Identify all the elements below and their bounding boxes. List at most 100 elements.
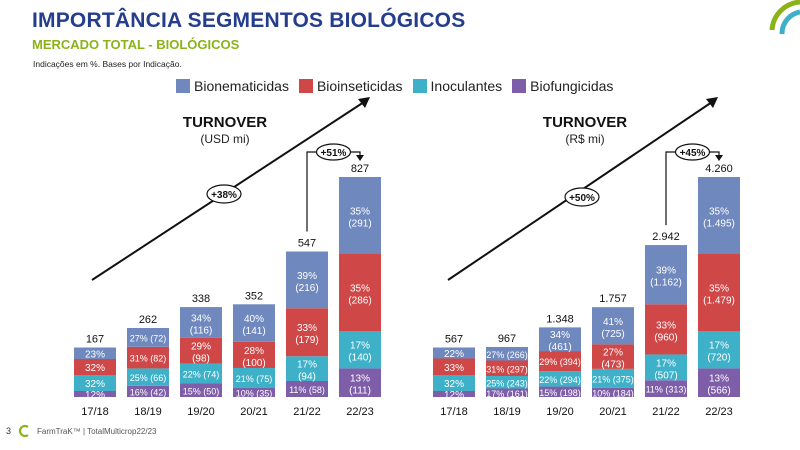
segment-value-label: (473) [601, 360, 624, 371]
segment-value-label: (179) [295, 335, 318, 346]
bar-segment [180, 307, 222, 338]
bar-segment [645, 380, 687, 397]
bar-segment [698, 254, 740, 331]
segment-pct-label: 39% [297, 271, 317, 282]
bar-segment [74, 391, 116, 397]
segment-pct-label: 13% [350, 374, 370, 385]
bar-total-label: 1.348 [546, 313, 574, 325]
bar-segment [486, 347, 528, 361]
bar-segment [339, 331, 381, 369]
page-title: IMPORTÂNCIA SEGMENTOS BIOLÓGICOS [32, 9, 466, 32]
chart-unit-label: (R$ mi) [565, 132, 604, 146]
segment-pct-label: 22% (74) [183, 370, 220, 380]
segment-value-label: (725) [601, 329, 624, 340]
segment-pct-label: 22% (294) [539, 375, 581, 385]
x-tick-label: 22/23 [705, 406, 733, 418]
segment-pct-label: 33% [656, 320, 676, 331]
segment-pct-label: 25% (243) [486, 378, 528, 388]
bar-segment [180, 383, 222, 397]
x-tick-label: 20/21 [240, 406, 268, 418]
bar-segment [486, 376, 528, 389]
legend-label: Biofungicidas [530, 78, 614, 94]
segment-pct-label: 41% [603, 317, 623, 328]
bar-segment [286, 380, 328, 397]
segment-value-label: (111) [349, 386, 371, 397]
bar-segment [592, 368, 634, 388]
corner-logo-icon [769, 0, 800, 35]
footer-brand: FarmTraK™ | TotalMulticrop22/23 [37, 426, 157, 436]
segment-pct-label: 27% (72) [130, 333, 167, 343]
bar-segment [698, 331, 740, 369]
segment-pct-label: 13% [709, 374, 729, 385]
bar-segment [233, 341, 275, 368]
bar-segment [645, 354, 687, 381]
bar-segment [339, 254, 381, 331]
x-tick-label: 17/18 [81, 406, 109, 418]
bracket-label: +45% [680, 148, 706, 159]
bar-total-label: 2.942 [652, 231, 680, 243]
bracket-oval [674, 143, 711, 161]
growth-label: +50% [569, 193, 595, 204]
segment-pct-label: 12% [85, 390, 105, 401]
bar-segment [486, 360, 528, 376]
footer-logo-icon [18, 424, 29, 438]
segment-pct-label: 17% [297, 360, 317, 371]
segment-value-label: (141) [242, 326, 265, 337]
bar-segment [433, 375, 475, 391]
legend-swatch [298, 79, 313, 93]
segment-pct-label: 16% (42) [130, 387, 167, 397]
legend-swatch [412, 79, 427, 93]
segment-value-label: (960) [654, 332, 677, 343]
segment-value-label: (566) [707, 386, 730, 397]
segment-value-label: (116) [190, 325, 213, 336]
bar-total-label: 1.757 [599, 293, 627, 305]
segment-value-label: (140) [348, 353, 371, 364]
x-tick-label: 21/22 [293, 406, 321, 418]
segment-pct-label: 10% (184) [592, 388, 634, 398]
bar-segment [233, 304, 275, 342]
bar-segment [233, 367, 275, 388]
bar-total-label: 352 [245, 290, 263, 302]
bar-segment [127, 385, 169, 397]
legend-item-bionematicidas: Bionematicidas [176, 78, 289, 94]
bar-segment [180, 363, 222, 384]
legend-label: Bionematicidas [194, 78, 289, 94]
bracket-oval [315, 143, 352, 161]
bar-total-label: 4.260 [705, 163, 733, 175]
segment-pct-label: 35% [709, 207, 729, 218]
segment-value-label: (98) [192, 354, 210, 365]
segment-pct-label: 35% [709, 284, 729, 295]
bracket-label: +51% [321, 148, 347, 159]
segment-pct-label: 27% [603, 348, 623, 359]
segment-pct-label: 33% [297, 323, 317, 334]
segment-pct-label: 40% [244, 314, 264, 325]
bar-segment [433, 358, 475, 375]
segment-pct-label: 17% [709, 341, 729, 352]
bar-total-label: 547 [298, 237, 316, 249]
page-number: 3 [6, 426, 12, 436]
segment-pct-label: 17% [350, 341, 370, 352]
segment-pct-label: 17% [656, 358, 676, 369]
bar-segment [74, 347, 116, 359]
segment-value-label: (94) [298, 372, 316, 383]
growth-arrow-head [358, 97, 370, 108]
segment-pct-label: 35% [350, 207, 370, 218]
bar-segment [286, 356, 328, 381]
bar-segment [486, 388, 528, 397]
segment-pct-label: 33% [444, 363, 464, 374]
segment-pct-label: 34% [550, 330, 570, 341]
legend-label: Bioinseticidas [316, 78, 403, 94]
segment-pct-label: 25% (66) [130, 373, 167, 383]
segment-value-label: (1.162) [650, 278, 682, 289]
bar-segment [286, 251, 328, 309]
segment-pct-label: 31% (297) [486, 364, 528, 374]
segment-pct-label: 32% [85, 363, 105, 374]
bar-segment [592, 387, 634, 397]
base-note: Indicações em %. Bases por Indicação. [33, 59, 182, 69]
bar-segment [127, 346, 169, 369]
segment-pct-label: 35% [350, 284, 370, 295]
segment-pct-label: 32% [444, 379, 464, 390]
segment-pct-label: 27% (266) [486, 350, 528, 360]
segment-pct-label: 12% [444, 390, 464, 401]
bar-segment [180, 337, 222, 364]
